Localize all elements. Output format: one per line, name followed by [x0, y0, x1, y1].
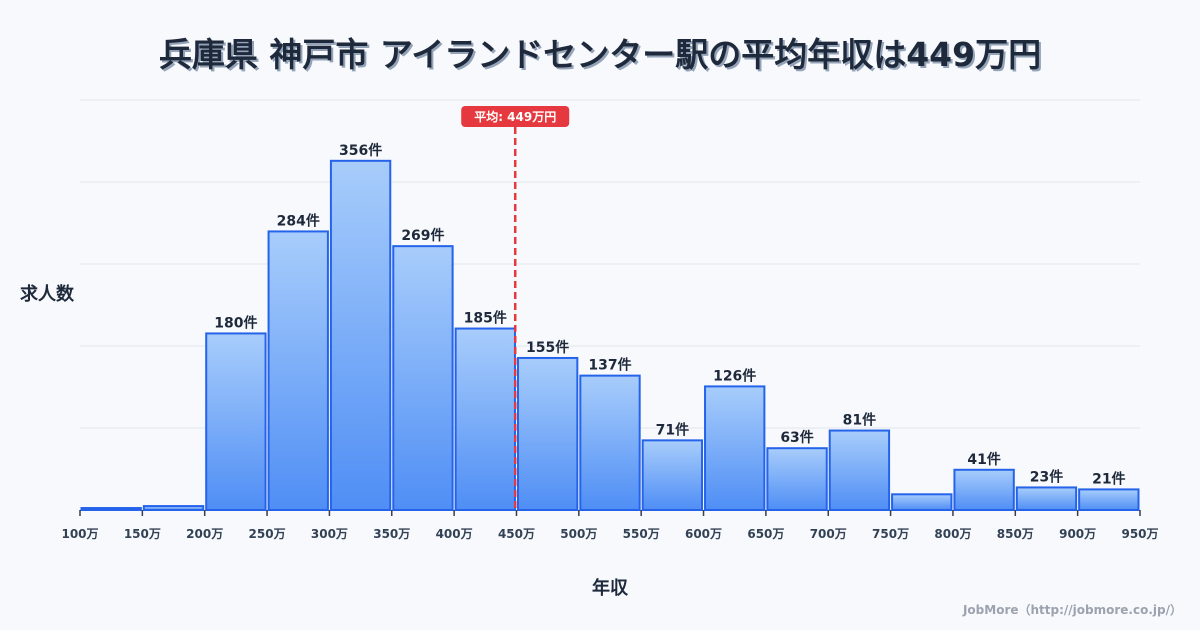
histogram-bar[interactable] [704, 385, 766, 511]
bar-value-label: 356件 [339, 142, 382, 159]
bar-value-label: 137件 [588, 357, 631, 374]
histogram-bar[interactable] [329, 159, 392, 512]
bar-value-label: 155件 [526, 339, 569, 356]
x-tick-label: 400万 [436, 527, 473, 541]
bar-value-label: 126件 [713, 367, 756, 384]
x-tick-label: 550万 [623, 527, 660, 541]
x-tick-label: 850万 [997, 527, 1034, 541]
x-tick-label: 700万 [810, 527, 847, 541]
mean-badge [461, 106, 570, 127]
x-tick-label: 650万 [747, 527, 784, 541]
bar-value-label: 21件 [1092, 470, 1125, 487]
bar-value-label: 63件 [780, 429, 813, 446]
histogram-bar[interactable] [828, 429, 891, 511]
source-credit: JobMore（http://jobmore.co.jp/） [962, 603, 1182, 617]
mean-badge-label: 平均: 449万円 [474, 109, 556, 124]
x-tick-label: 350万 [373, 527, 410, 541]
x-tick-label: 100万 [61, 527, 98, 541]
histogram-bar[interactable] [142, 505, 205, 512]
x-tick-label: 150万 [124, 527, 161, 541]
page-title: 兵庫県 神戸市 アイランドセンター駅の平均年収は449万円 [158, 35, 1042, 74]
histogram-bar[interactable] [1015, 486, 1078, 511]
x-tick-label: 800万 [934, 527, 971, 541]
histogram-bar[interactable] [641, 439, 704, 512]
x-tick-label: 300万 [311, 527, 348, 541]
x-tick-label: 250万 [249, 527, 286, 541]
bar-value-label: 71件 [656, 421, 689, 438]
histogram-bar[interactable] [267, 230, 329, 512]
bar-value-label: 180件 [214, 314, 257, 331]
bar-value-label: 269件 [401, 227, 444, 244]
x-tick-label: 900万 [1059, 527, 1096, 541]
mean-marker: 平均: 449万円 [461, 106, 570, 510]
bar-value-label: 284件 [277, 212, 320, 229]
histogram-bar[interactable] [392, 245, 454, 512]
x-tick-label: 950万 [1121, 527, 1158, 541]
x-tick-label: 600万 [685, 527, 722, 541]
x-axis-ticks: 100万 150万 200万 250万 300万 350万 400万 450万 500万 550万… [61, 510, 1159, 541]
bar-value-label: 41件 [967, 451, 1000, 468]
histogram-bar[interactable] [454, 327, 516, 512]
x-axis-label: 年収 [592, 578, 628, 599]
histogram-bar[interactable] [205, 332, 267, 511]
x-tick-label: 200万 [186, 527, 223, 541]
histogram-bar[interactable] [80, 507, 142, 511]
histogram-bar[interactable] [766, 447, 828, 512]
histogram-bar[interactable] [953, 468, 1015, 512]
x-tick-label: 450万 [498, 527, 535, 541]
bar-value-label: 23件 [1030, 468, 1063, 485]
bar-value-label: 81件 [843, 412, 876, 429]
x-tick-label: 750万 [872, 527, 909, 541]
bars: 180件 284件 356件 269件 185件 155件 137件 71件 126件 63件 81… [80, 142, 1140, 512]
histogram-bar[interactable] [1078, 488, 1140, 512]
histogram-bar[interactable] [891, 493, 953, 511]
histogram-bar[interactable] [579, 374, 641, 511]
y-axis-label: 求人数 [20, 284, 74, 305]
bar-value-label: 185件 [464, 310, 507, 327]
x-tick-label: 500万 [560, 527, 597, 541]
histogram-bar[interactable] [516, 356, 579, 512]
